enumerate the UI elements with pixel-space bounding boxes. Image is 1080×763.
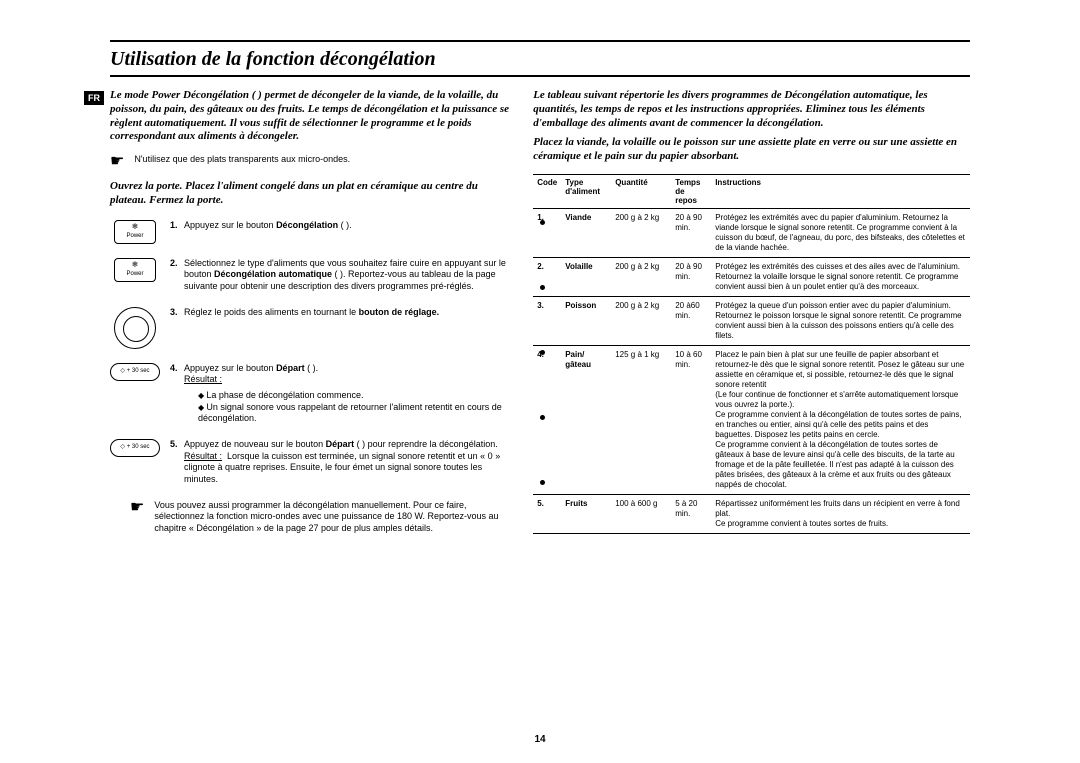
step-text: 4.Appuyez sur le bouton Départ ( ).Résul… [170,363,513,425]
page-title: Utilisation de la fonction décongélation [110,48,970,77]
pointer-icon: ☛ [130,500,144,535]
cell-code: 2. [533,257,561,296]
step-text: 1.Appuyez sur le bouton Décongélation ( … [170,220,513,244]
cell-time: 20 à 90 min. [671,257,711,296]
page-number: 14 [534,734,545,745]
manual-note-text: Vous pouvez aussi programmer la décongél… [154,500,513,535]
step-text: 3.Réglez le poids des aliments en tourna… [170,307,513,349]
note-row: ☛ N'utilisez que des plats transparents … [110,154,513,170]
step-row: ❄Power 1.Appuyez sur le bouton Décongélat… [110,220,513,244]
cell-time: 20 à 90 min. [671,208,711,257]
cell-qty: 200 g à 2 kg [611,296,671,345]
table-row: 1.Viande200 g à 2 kg20 à 90 min.Protégez… [533,208,970,257]
th-code: Code [533,174,561,208]
right-intro-2: Placez la viande, la volaille ou le pois… [533,136,970,164]
cell-type: Fruits [561,494,611,533]
manual-note-row: ☛ Vous pouvez aussi programmer la décong… [130,500,513,535]
step-row: 3.Réglez le poids des aliments en tourna… [110,307,513,349]
cell-type: Poisson [561,296,611,345]
defrost-table: Code Type d'aliment Quantité Temps de re… [533,174,970,534]
power-button-icon: ❄Power [114,258,156,282]
cell-code: 1. [533,208,561,257]
cell-code: 3. [533,296,561,345]
cell-qty: 100 à 600 g [611,494,671,533]
page: Utilisation de la fonction décongélation… [0,0,1080,763]
cell-qty: 200 g à 2 kg [611,208,671,257]
step-text: 2.Sélectionnez le type d'aliments que vo… [170,258,513,293]
cell-instr: Protégez les extrémités des cuisses et d… [711,257,970,296]
step-row: ◇ + 30 sec 5.Appuyez de nouveau sur le bo… [110,439,513,486]
th-instr: Instructions [711,174,970,208]
start-button-icon: ◇ + 30 sec [110,363,160,381]
cell-instr: Répartissez uniformément les fruits dans… [711,494,970,533]
table-row: 3.Poisson200 g à 2 kg20 à60 min.Protégez… [533,296,970,345]
start-button-icon: ◇ + 30 sec [110,439,160,457]
step-icon: ◇ + 30 sec [110,439,160,486]
table-row: 5.Fruits100 à 600 g5 à 20 min.Répartisse… [533,494,970,533]
right-intro-1: Le tableau suivant répertorie les divers… [533,89,970,130]
step-row: ❄Power 2.Sélectionnez le type d'aliments … [110,258,513,293]
pointer-icon: ☛ [110,154,124,170]
cell-code: 5. [533,494,561,533]
power-button-icon: ❄Power [114,220,156,244]
binding-dots [540,220,545,485]
th-type: Type d'aliment [561,174,611,208]
left-intro: Le mode Power Décongélation ( ) permet d… [110,89,513,144]
cell-time: 20 à60 min. [671,296,711,345]
cell-qty: 200 g à 2 kg [611,257,671,296]
step-row: ◇ + 30 sec 4.Appuyez sur le bouton Départ… [110,363,513,425]
language-tag: FR [84,91,104,105]
top-rule [110,40,970,42]
cell-instr: Protégez les extrémités avec du papier d… [711,208,970,257]
table-row: 4.Pain/ gâteau125 g à 1 kg10 à 60 min.Pl… [533,345,970,494]
step-icon: ◇ + 30 sec [110,363,160,425]
step-icon: ❄Power [110,258,160,293]
cell-instr: Protégez la queue d'un poisson entier av… [711,296,970,345]
right-column: Le tableau suivant répertorie les divers… [533,89,970,535]
th-time: Temps de repos [671,174,711,208]
steps-list: ❄Power 1.Appuyez sur le bouton Décongélat… [110,220,513,486]
step-icon: ❄Power [110,220,160,244]
cell-time: 10 à 60 min. [671,345,711,494]
cell-type: Viande [561,208,611,257]
cell-type: Volaille [561,257,611,296]
left-column: FR Le mode Power Décongélation ( ) perme… [110,89,513,535]
step-text: 5.Appuyez de nouveau sur le bouton Dépar… [170,439,513,486]
step-icon [110,307,160,349]
th-qty: Quantité [611,174,671,208]
cell-instr: Placez le pain bien à plat sur une feuil… [711,345,970,494]
cell-qty: 125 g à 1 kg [611,345,671,494]
cell-type: Pain/ gâteau [561,345,611,494]
table-row: 2.Volaille200 g à 2 kg20 à 90 min.Protég… [533,257,970,296]
cell-time: 5 à 20 min. [671,494,711,533]
note-text: N'utilisez que des plats transparents au… [134,154,350,164]
cell-code: 4. [533,345,561,494]
left-sub-intro: Ouvrez la porte. Placez l'aliment congel… [110,180,513,208]
dial-icon [114,307,156,349]
